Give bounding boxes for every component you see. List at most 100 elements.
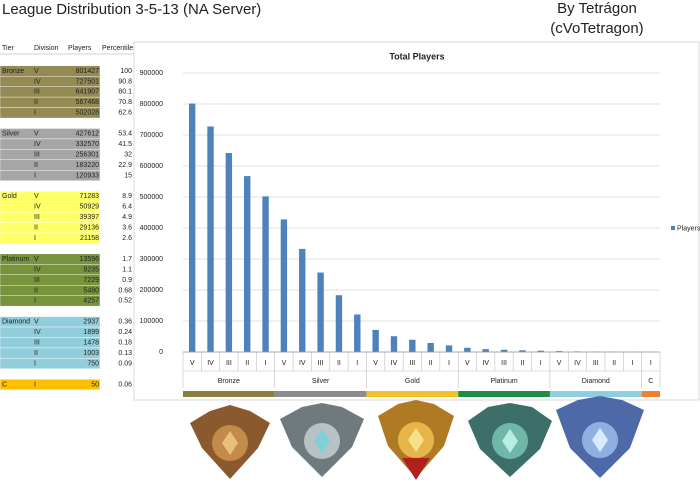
- bar: [244, 176, 251, 352]
- bar: [299, 248, 306, 352]
- page-title: League Distribution 3-5-13 (NA Server): [2, 1, 261, 18]
- players-cell: 1003: [83, 350, 99, 357]
- players-cell: 29136: [80, 225, 100, 232]
- x-tick-label: I: [632, 360, 634, 367]
- players-cell: 21158: [80, 235, 99, 242]
- players-cell: 4257: [83, 298, 99, 305]
- players-cell: 567468: [76, 99, 99, 106]
- x-tick-label: IV: [482, 360, 489, 367]
- division-cell: V: [34, 193, 39, 200]
- division-cell: III: [34, 151, 40, 158]
- division-cell: I: [34, 298, 36, 305]
- percentile-cell: 0.52: [118, 298, 132, 305]
- column-header: Tier: [2, 45, 14, 52]
- percentile-cell: 1.7: [122, 256, 132, 263]
- division-cell: II: [34, 287, 38, 294]
- players-cell: 502028: [76, 110, 99, 117]
- group-strip: [183, 391, 275, 397]
- row-band: [0, 295, 101, 307]
- bar: [555, 351, 563, 352]
- tier-cell: Gold: [2, 193, 17, 200]
- y-tick-label: 500000: [140, 194, 163, 201]
- players-cell: 9235: [83, 266, 99, 273]
- players-cell: 801427: [76, 68, 99, 75]
- bar: [500, 349, 508, 352]
- players-cell: 1899: [83, 329, 99, 336]
- row-band: [0, 107, 101, 119]
- y-tick-label: 0: [159, 349, 163, 356]
- table: Tier Division Players Percentile Bronze V 8014…: [0, 45, 134, 390]
- tier-cell: Bronze: [2, 68, 24, 75]
- players-cell: 427612: [76, 131, 99, 138]
- x-tick-label: III: [409, 360, 415, 367]
- bar: [464, 347, 471, 352]
- division-cell: I: [34, 381, 36, 388]
- bar: [390, 336, 398, 352]
- division-cell: IV: [34, 78, 41, 85]
- y-tick-label: 700000: [140, 132, 163, 139]
- group-label: Bronze: [218, 378, 240, 385]
- x-tick-label: V: [282, 360, 287, 367]
- tier-cell: C: [2, 381, 7, 388]
- percentile-cell: 8.9: [122, 193, 132, 200]
- x-tick-label: I: [540, 360, 542, 367]
- percentile-cell: 53.4: [118, 131, 132, 138]
- x-tick-label: II: [337, 360, 341, 367]
- division-cell: III: [34, 214, 40, 221]
- column-header: Percentile: [102, 45, 133, 52]
- x-tick-label: I: [356, 360, 358, 367]
- x-tick-label: III: [593, 360, 599, 367]
- x-tick-label: V: [557, 360, 562, 367]
- percentile-cell: 3.6: [122, 225, 132, 232]
- column-header: Division: [34, 45, 59, 52]
- group-label: Diamond: [582, 378, 610, 385]
- row-band: [0, 358, 101, 370]
- emblems: [190, 396, 644, 480]
- players-cell: 1478: [83, 340, 99, 347]
- players-cell: 256301: [76, 151, 99, 158]
- division-cell: IV: [34, 141, 41, 148]
- group-label: Silver: [312, 378, 330, 385]
- silver-emblem: [280, 403, 364, 477]
- percentile-cell: 0.36: [118, 319, 132, 326]
- x-tick-label: II: [520, 360, 524, 367]
- percentile-cell: 32: [124, 151, 132, 158]
- division-cell: IV: [34, 329, 41, 336]
- x-tick-label: III: [226, 360, 232, 367]
- bronze-emblem: [190, 405, 270, 479]
- percentile-cell: 22.9: [118, 162, 132, 169]
- bar: [207, 126, 214, 352]
- division-cell: IV: [34, 204, 41, 211]
- diamond-emblem: [556, 396, 644, 478]
- division-cell: II: [34, 350, 38, 357]
- division-cell: V: [34, 319, 39, 326]
- group-strip: [274, 391, 367, 397]
- y-tick-label: 400000: [140, 225, 163, 232]
- bar: [262, 196, 269, 352]
- percentile-cell: 41.5: [118, 141, 132, 148]
- division-cell: I: [34, 235, 36, 242]
- group-strip: [458, 391, 550, 397]
- tier-cell: Platinum: [2, 256, 29, 263]
- y-tick-label: 200000: [140, 287, 163, 294]
- bar: [225, 153, 233, 352]
- author: By Tetrágon: [557, 0, 637, 17]
- x-tick-label: I: [265, 360, 267, 367]
- division-cell: IV: [34, 266, 41, 273]
- percentile-cell: 0.18: [118, 340, 132, 347]
- author-handle: (cVoTetragon): [550, 20, 643, 37]
- x-tick-label: II: [245, 360, 249, 367]
- chart: Total Players 0 100000 200000 300000 400000 5…: [133, 41, 700, 401]
- percentile-cell: 90.8: [118, 78, 132, 85]
- x-tick-label: V: [373, 360, 378, 367]
- bar: [354, 314, 361, 352]
- x-tick-label: IV: [299, 360, 306, 367]
- players-cell: 5480: [83, 287, 99, 294]
- percentile-cell: 70.8: [118, 99, 132, 106]
- percentile-cell: 6.4: [122, 204, 132, 211]
- players-cell: 7229: [83, 277, 99, 284]
- tier-cell: Diamond: [2, 319, 30, 326]
- players-cell: 2937: [83, 319, 99, 326]
- division-cell: I: [34, 360, 36, 367]
